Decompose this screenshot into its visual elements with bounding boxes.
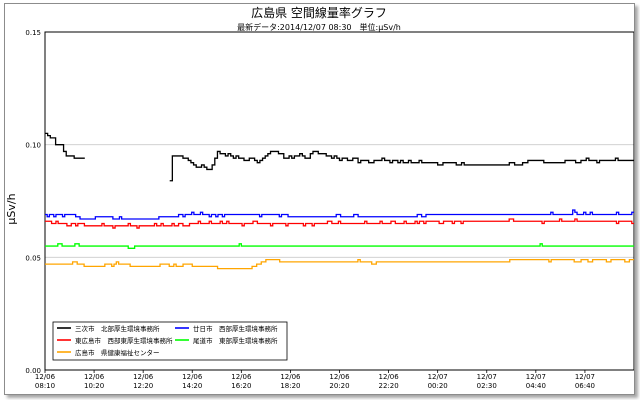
- x-tick-time-2: 12:20: [133, 382, 153, 390]
- x-tick-time-7: 22:20: [378, 382, 398, 390]
- x-tick-time-8: 00:20: [428, 382, 448, 390]
- series-line-2: [45, 258, 634, 270]
- x-tick-date-10: 12/07: [526, 373, 546, 381]
- x-tick-date-8: 12/07: [428, 373, 448, 381]
- y-axis-ticks: 0.00 0.05 0.10 0.15: [25, 29, 41, 375]
- y-tick-label-3: 0.15: [25, 29, 41, 37]
- x-tick-date-11: 12/07: [575, 373, 595, 381]
- chart-frame: 広島県 空間線量率グラフ 最新データ:2014/12/07 08:30 単位:μ…: [4, 3, 635, 395]
- chart-title: 広島県 空間線量率グラフ: [251, 5, 387, 20]
- y-axis-label: μSv/h: [5, 193, 18, 224]
- plot-area: [44, 31, 634, 371]
- x-tick-date-3: 12/06: [182, 373, 203, 381]
- x-tick-time-1: 10:20: [84, 382, 104, 390]
- series-line-0: [45, 132, 634, 182]
- legend-item-3: 廿日市 西部厚生環境事務所: [175, 324, 278, 333]
- legend-item-2: 広島市 県健康福祉センター: [57, 348, 160, 357]
- x-tick-time-3: 14:20: [182, 382, 202, 390]
- series-line-3: [45, 209, 634, 220]
- x-tick-date-7: 12/06: [378, 373, 399, 381]
- legend-label-0: 三次市 北部厚生環境事務所: [75, 324, 160, 333]
- legend-label-2: 広島市 県健康福祉センター: [75, 348, 160, 357]
- legend-label-3: 廿日市 西部厚生環境事務所: [193, 324, 278, 333]
- chart-subtitle: 最新データ:2014/12/07 08:30 単位:μSv/h: [237, 22, 401, 32]
- radiation-line-chart: 広島県 空間線量率グラフ 最新データ:2014/12/07 08:30 単位:μ…: [5, 5, 634, 390]
- x-tick-date-9: 12/07: [477, 373, 497, 381]
- x-tick-date-6: 12/06: [329, 373, 350, 381]
- x-tick-time-4: 16:20: [231, 382, 251, 390]
- legend-box: [52, 321, 288, 361]
- x-tick-time-6: 20:20: [329, 382, 349, 390]
- legend-item-4: 尾道市 東部厚生環境事務所: [175, 336, 278, 345]
- x-tick-date-4: 12/06: [231, 373, 252, 381]
- legend-label-1: 東広島市 西部東厚生環境事務所: [75, 336, 173, 345]
- x-tick-time-11: 06:40: [575, 382, 595, 390]
- x-tick-time-9: 02:30: [477, 382, 497, 390]
- legend-item-1: 東広島市 西部東厚生環境事務所: [57, 336, 173, 345]
- series-line-4: [45, 243, 634, 249]
- x-axis-ticks: 12/0608:1012/0610:2012/0612:2012/0614:20…: [35, 370, 595, 390]
- x-tick-time-5: 18:20: [280, 382, 300, 390]
- y-tick-label-0: 0.00: [25, 367, 41, 375]
- x-tick-time-0: 08:10: [35, 382, 55, 390]
- series-lines: [45, 132, 634, 270]
- legend-item-0: 三次市 北部厚生環境事務所: [57, 324, 160, 333]
- y-tick-label-1: 0.05: [25, 254, 41, 262]
- gridlines: [45, 144, 634, 258]
- y-tick-label-2: 0.10: [25, 142, 41, 150]
- x-tick-date-5: 12/06: [280, 373, 301, 381]
- series-line-1: [45, 218, 634, 229]
- x-tick-date-0: 12/06: [35, 373, 56, 381]
- x-tick-date-1: 12/06: [84, 373, 105, 381]
- x-tick-time-10: 04:40: [526, 382, 546, 390]
- x-tick-date-2: 12/06: [133, 373, 154, 381]
- legend-label-4: 尾道市 東部厚生環境事務所: [193, 336, 278, 345]
